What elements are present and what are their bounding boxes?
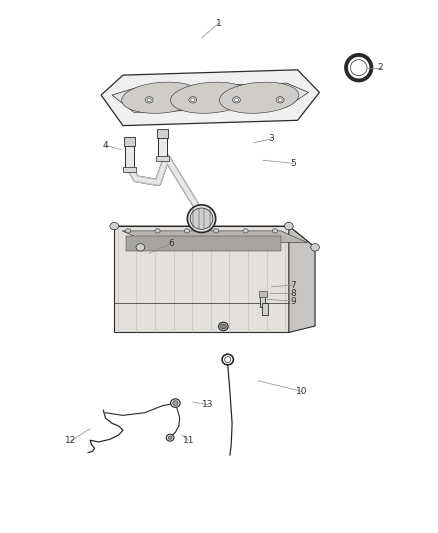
- Ellipse shape: [234, 98, 238, 101]
- Text: 8: 8: [290, 288, 296, 297]
- Ellipse shape: [214, 229, 219, 233]
- Ellipse shape: [272, 229, 278, 233]
- Ellipse shape: [276, 96, 284, 103]
- Bar: [259, 292, 267, 297]
- Text: 6: 6: [168, 239, 174, 248]
- Text: 3: 3: [268, 134, 274, 143]
- Text: 5: 5: [290, 159, 296, 168]
- Text: 12: 12: [65, 437, 76, 446]
- Polygon shape: [289, 226, 315, 333]
- Ellipse shape: [285, 222, 293, 230]
- Ellipse shape: [155, 229, 160, 233]
- Ellipse shape: [350, 60, 367, 76]
- Ellipse shape: [168, 436, 172, 439]
- Text: 9: 9: [290, 296, 296, 305]
- Ellipse shape: [189, 96, 197, 103]
- Ellipse shape: [311, 244, 319, 251]
- Ellipse shape: [220, 324, 226, 329]
- Ellipse shape: [145, 96, 153, 103]
- Text: 13: 13: [202, 400, 214, 409]
- Text: 11: 11: [183, 436, 194, 445]
- Polygon shape: [126, 236, 281, 251]
- Ellipse shape: [219, 322, 228, 330]
- Polygon shape: [114, 226, 315, 247]
- Ellipse shape: [191, 98, 195, 101]
- Ellipse shape: [225, 357, 231, 362]
- Ellipse shape: [110, 222, 119, 230]
- Ellipse shape: [136, 244, 145, 251]
- Bar: [156, 129, 168, 139]
- Ellipse shape: [126, 229, 131, 233]
- Polygon shape: [114, 226, 289, 333]
- Ellipse shape: [187, 205, 216, 232]
- Polygon shape: [122, 231, 307, 243]
- Bar: [155, 156, 169, 161]
- Ellipse shape: [170, 399, 180, 407]
- Ellipse shape: [243, 229, 248, 233]
- Ellipse shape: [173, 401, 178, 406]
- Bar: [262, 303, 268, 315]
- Text: 2: 2: [378, 63, 383, 72]
- Polygon shape: [122, 82, 201, 114]
- Text: 10: 10: [296, 387, 308, 396]
- Bar: [124, 137, 135, 147]
- Ellipse shape: [147, 98, 151, 101]
- Text: 4: 4: [102, 141, 108, 150]
- Bar: [260, 293, 265, 308]
- Text: 1: 1: [216, 19, 222, 28]
- Bar: [158, 136, 166, 158]
- Polygon shape: [101, 70, 319, 126]
- Bar: [125, 144, 134, 168]
- Ellipse shape: [233, 96, 240, 103]
- Ellipse shape: [184, 229, 190, 233]
- Polygon shape: [219, 82, 299, 114]
- Ellipse shape: [190, 208, 213, 229]
- Polygon shape: [170, 82, 250, 114]
- Polygon shape: [112, 83, 308, 112]
- Ellipse shape: [278, 98, 282, 101]
- Text: 7: 7: [290, 280, 296, 289]
- Ellipse shape: [166, 434, 174, 441]
- Bar: [123, 166, 136, 172]
